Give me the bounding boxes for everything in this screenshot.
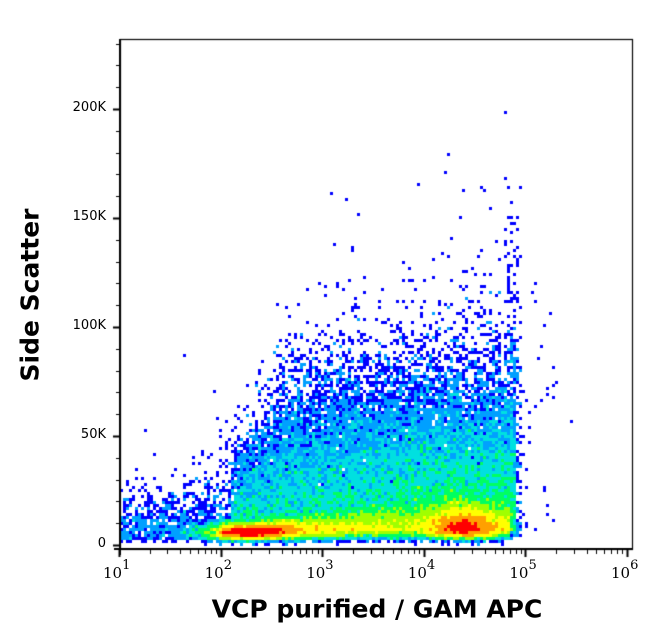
x-tick-label: 104	[407, 558, 436, 582]
y-tick-label: 150K	[72, 209, 106, 224]
x-tick-label: 101	[103, 558, 131, 582]
y-tick-label: 200K	[72, 100, 106, 115]
y-tick-label: 0	[97, 536, 106, 551]
y-tick-label: 50K	[80, 427, 106, 442]
x-axis-label: VCP purified / GAM APC	[211, 594, 543, 624]
y-tick-label: 100K	[72, 318, 106, 333]
x-tick-label: 102	[204, 558, 232, 582]
x-tick-label: 106	[611, 558, 639, 582]
y-axis-label: Side Scatter	[15, 208, 45, 382]
x-tick-label: 105	[509, 558, 537, 582]
x-tick-label: 103	[306, 558, 334, 582]
